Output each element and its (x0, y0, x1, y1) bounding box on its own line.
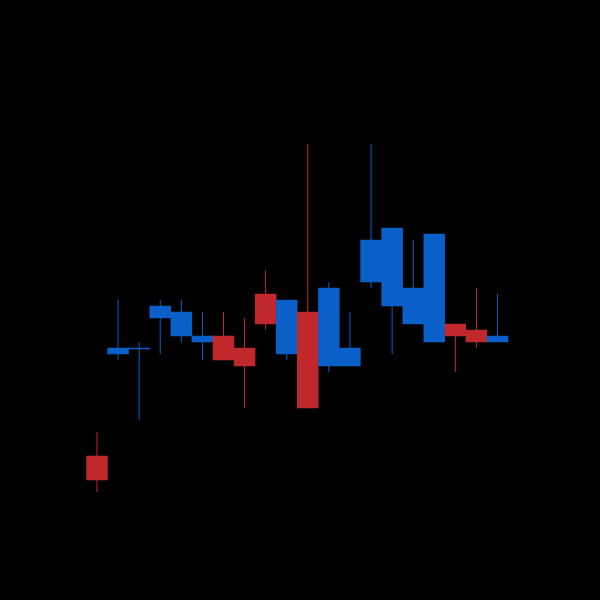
candle-body (86, 455, 108, 481)
candle-body (444, 323, 467, 337)
candle-body (254, 293, 277, 325)
candle-1 (86, 432, 108, 492)
candles-layer (86, 144, 509, 492)
candle-body (318, 287, 340, 367)
candle-body (486, 335, 509, 343)
candle-body (423, 233, 446, 343)
candle-16 (402, 240, 424, 325)
candle-body (212, 335, 235, 361)
candle-body (402, 287, 424, 325)
candle-18 (444, 323, 467, 372)
candle-body (233, 347, 256, 367)
candle-body (128, 347, 150, 350)
candle-2 (107, 300, 129, 360)
candle-12 (318, 282, 340, 372)
candle-5 (170, 300, 193, 342)
candle-body (381, 227, 403, 307)
candle-body (170, 311, 193, 337)
candle-8 (233, 318, 256, 408)
candle-17 (423, 233, 446, 343)
candle-body (297, 311, 319, 409)
candle-body (149, 305, 171, 319)
candle-body (339, 347, 361, 367)
candle-body (465, 329, 488, 343)
candle-13 (339, 312, 361, 367)
candle-14 (360, 144, 382, 288)
candle-3 (128, 342, 150, 420)
candle-body (275, 299, 298, 355)
candle-10 (275, 299, 298, 360)
candle-15 (381, 227, 403, 354)
candle-9 (254, 270, 277, 330)
candle-20 (486, 294, 509, 343)
candle-body (191, 335, 214, 343)
candle-body (360, 239, 382, 283)
candle-body (107, 347, 129, 355)
candle-11 (297, 144, 319, 409)
